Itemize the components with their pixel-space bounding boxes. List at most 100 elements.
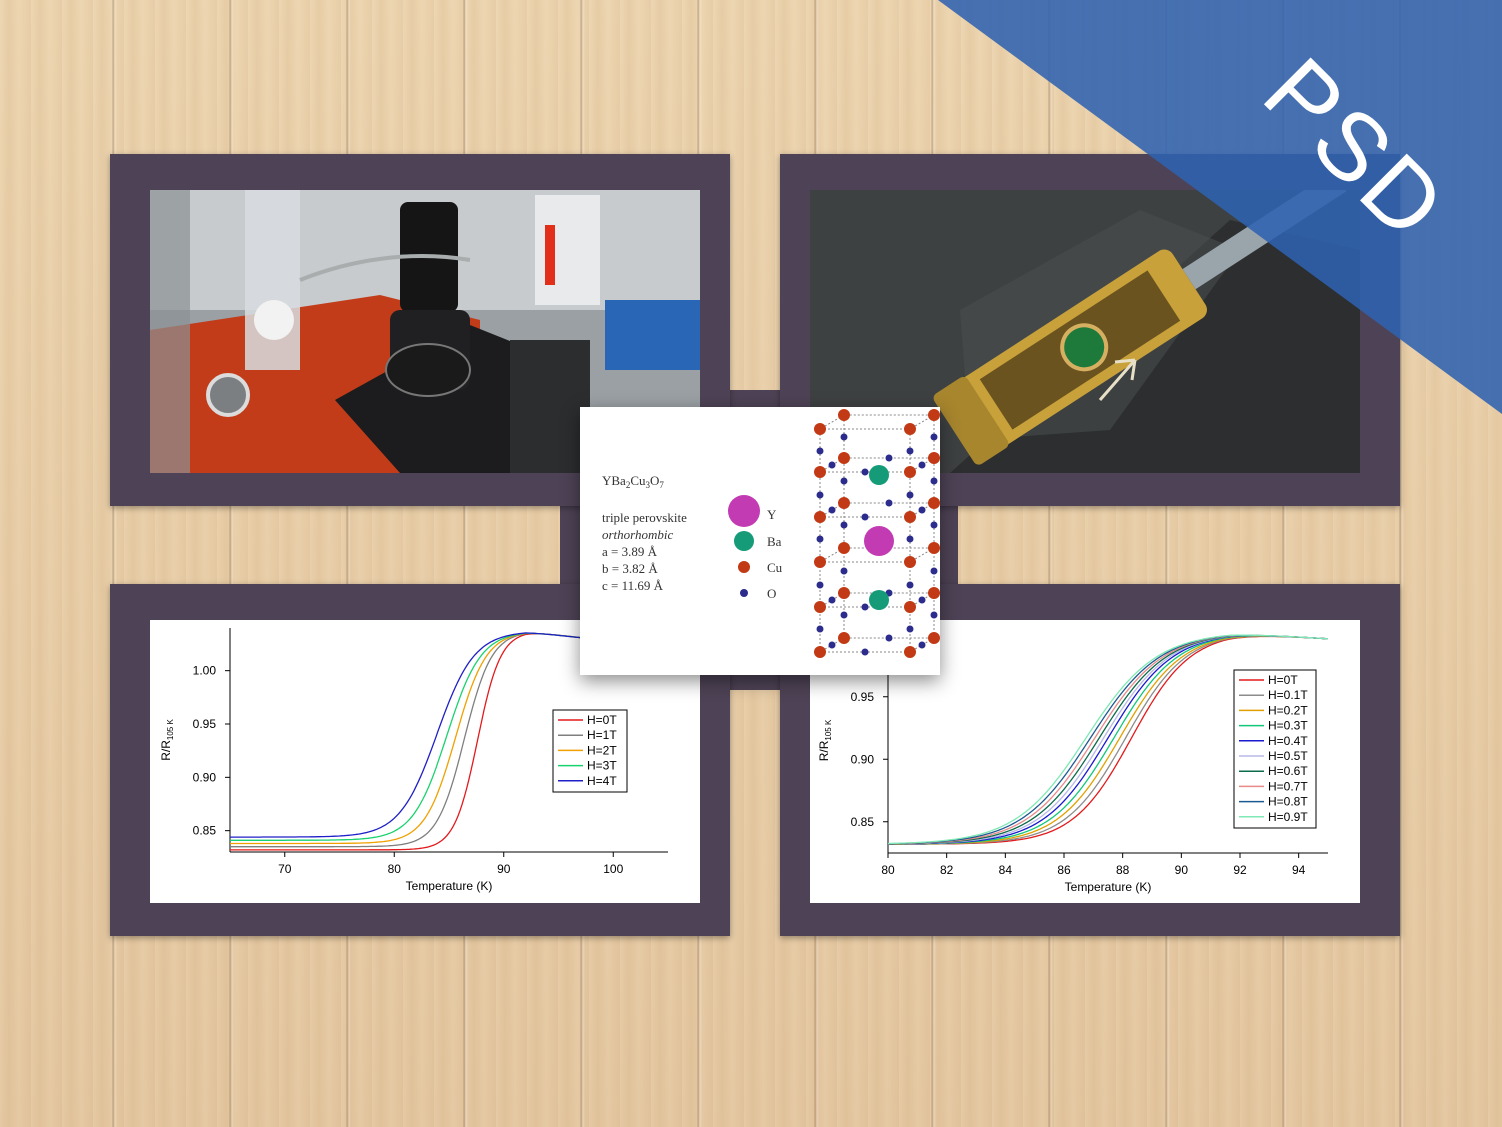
x-tick-label: 100 bbox=[603, 862, 623, 876]
plot-area: 80 82 84 86 88 90 92 94 0.85 0.90 0.95 Temperature … bbox=[817, 628, 1328, 894]
legend-label: H=0.3T bbox=[1268, 719, 1308, 733]
cu-atom bbox=[838, 632, 850, 644]
legend-label: H=0.9T bbox=[1268, 810, 1308, 824]
legend-y-atom bbox=[728, 495, 760, 527]
x-axis-label: Temperature (K) bbox=[1065, 880, 1152, 894]
legend-label: H=0.8T bbox=[1268, 795, 1308, 809]
x-tick-label: 86 bbox=[1057, 863, 1071, 877]
lattice-b-text: b = 3.82 Å bbox=[602, 561, 658, 576]
o-atom bbox=[828, 461, 836, 469]
o-atom bbox=[906, 447, 914, 455]
legend-cu-label: Cu bbox=[767, 560, 783, 575]
legend-label: H=3T bbox=[587, 759, 617, 773]
cu-atom bbox=[814, 466, 826, 478]
legend-cu-atom bbox=[738, 561, 750, 573]
cu-atom bbox=[814, 646, 826, 658]
formula-text: YBa2Cu3O7 bbox=[602, 473, 664, 490]
cu-atom bbox=[904, 511, 916, 523]
x-tick-label: 82 bbox=[940, 863, 954, 877]
x-tick-label: 94 bbox=[1292, 863, 1306, 877]
o-atom bbox=[930, 521, 938, 529]
cu-atom bbox=[814, 511, 826, 523]
legend-o-atom bbox=[740, 589, 748, 597]
cu-atom bbox=[814, 423, 826, 435]
series-line bbox=[888, 634, 1328, 845]
o-atom bbox=[861, 648, 869, 656]
o-atom bbox=[930, 567, 938, 575]
legend-label: H=0.7T bbox=[1268, 779, 1308, 793]
o-atom bbox=[906, 535, 914, 543]
y-atom bbox=[864, 526, 894, 556]
x-tick-label: 90 bbox=[1175, 863, 1189, 877]
o-atom bbox=[840, 611, 848, 619]
unit-cell-diagram bbox=[814, 409, 940, 658]
cu-atom bbox=[814, 556, 826, 568]
legend-o-label: O bbox=[767, 586, 776, 601]
ybco-crystal-structure-card: YBa2Cu3O7 triple perovskite orthorhombic… bbox=[580, 407, 940, 675]
o-atom bbox=[861, 513, 869, 521]
y-axis-label: R/R105 K bbox=[817, 719, 833, 761]
o-atom bbox=[930, 433, 938, 441]
legend-label: H=0T bbox=[1268, 673, 1298, 687]
y-tick-label: 0.95 bbox=[193, 717, 217, 731]
x-tick-label: 92 bbox=[1233, 863, 1247, 877]
legend-label: H=0T bbox=[587, 713, 617, 727]
x-tick-label: 80 bbox=[388, 862, 402, 876]
y-axis-label: R/R105 K bbox=[159, 719, 175, 761]
o-atom bbox=[840, 521, 848, 529]
o-atom bbox=[885, 634, 893, 642]
crystal-system-text: orthorhombic bbox=[602, 527, 673, 542]
legend: H=0TH=1TH=2T H=3TH=4T bbox=[552, 709, 628, 793]
legend-ba-atom bbox=[734, 531, 754, 551]
panel-top-left bbox=[110, 154, 730, 506]
x-tick-label: 80 bbox=[881, 863, 895, 877]
o-atom bbox=[816, 447, 824, 455]
o-atom bbox=[828, 596, 836, 604]
cu-atom bbox=[928, 587, 940, 599]
o-atom bbox=[861, 468, 869, 476]
cu-atom bbox=[928, 632, 940, 644]
legend-y-label: Y bbox=[767, 507, 777, 522]
x-tick-label: 84 bbox=[999, 863, 1013, 877]
o-atom bbox=[816, 491, 824, 499]
x-axis-label: Temperature (K) bbox=[406, 879, 493, 893]
cu-atom bbox=[838, 452, 850, 464]
legend-label: H=0.5T bbox=[1268, 749, 1308, 763]
o-atom bbox=[918, 506, 926, 514]
legend-label: H=2T bbox=[587, 743, 617, 757]
lattice-c-text: c = 11.69 Å bbox=[602, 578, 664, 593]
o-atom bbox=[918, 596, 926, 604]
o-atom bbox=[930, 611, 938, 619]
o-atom bbox=[816, 581, 824, 589]
x-tick-label: 70 bbox=[278, 862, 292, 876]
cu-atom bbox=[928, 409, 940, 421]
legend-label: H=0.6T bbox=[1268, 764, 1308, 778]
cu-atom bbox=[904, 601, 916, 613]
o-atom bbox=[840, 567, 848, 575]
o-atom bbox=[816, 535, 824, 543]
o-atom bbox=[918, 461, 926, 469]
cu-atom bbox=[928, 497, 940, 509]
legend-label: H=0.4T bbox=[1268, 734, 1308, 748]
cu-atom bbox=[838, 497, 850, 509]
legend: H=0TH=0.1TH=0.2T H=0.3TH=0.4TH=0.5TH=0.6T… bbox=[1233, 669, 1317, 829]
o-atom bbox=[906, 625, 914, 633]
x-tick-label: 90 bbox=[497, 862, 511, 876]
o-atom bbox=[828, 506, 836, 514]
y-tick-label: 0.90 bbox=[851, 752, 875, 766]
structure-text: triple perovskite bbox=[602, 510, 687, 525]
legend-ba-label: Ba bbox=[767, 534, 782, 549]
x-tick-label: 88 bbox=[1116, 863, 1130, 877]
ba-atom bbox=[869, 590, 889, 610]
o-atom bbox=[861, 603, 869, 611]
legend-label: H=0.1T bbox=[1268, 688, 1308, 702]
cu-atom bbox=[904, 466, 916, 478]
cu-atom bbox=[904, 556, 916, 568]
cu-atom bbox=[838, 542, 850, 554]
legend-label: H=4T bbox=[587, 774, 617, 788]
o-atom bbox=[816, 625, 824, 633]
o-atom bbox=[906, 581, 914, 589]
o-atom bbox=[885, 454, 893, 462]
plot-area: 70 80 90 100 0.85 0.90 0.95 1.00 Temperature (K)… bbox=[159, 628, 668, 893]
o-atom bbox=[930, 477, 938, 485]
